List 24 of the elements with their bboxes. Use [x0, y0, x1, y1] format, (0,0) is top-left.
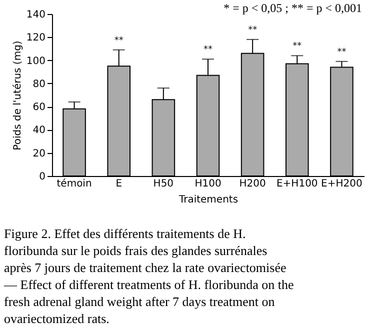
annotation: ** [337, 47, 347, 58]
x-tick-label: H200 [239, 178, 266, 190]
x-tick-label: témoin [56, 178, 92, 190]
y-axis-title: Poids de l'utérus (mg) [12, 40, 24, 150]
x-tick-label: E+H100 [276, 178, 318, 190]
annotation: ** [292, 42, 302, 52]
y-tick-label: 60 [32, 102, 46, 114]
y-tick-label: 120 [26, 32, 46, 44]
x-tick-label: H100 [194, 178, 222, 190]
x-tick-label: E [116, 178, 122, 190]
y-tick-label: 20 [32, 148, 46, 160]
y-tick-label: 140 [26, 10, 46, 20]
annotation: ** [248, 25, 258, 36]
annotation: * = p < 0,05 ; ** = p < 0,001 [224, 1, 362, 15]
caption: Figure 2. Effet des différents traitements de H. floribunda sur le poids frais des glandes surrénales après 7 jours de traitement chez la rate ovariectomisée — Effect of different treatments of H. floribunda on the fresh adrenal gland weight after 7 days treatment on ovariectomized rats. [3, 226, 294, 325]
x-tick-label: E+H200 [321, 178, 362, 190]
y-tick-label: 80 [32, 78, 46, 90]
x-axis-title: Traitements [178, 194, 238, 206]
y-tick-label: 0 [39, 172, 46, 182]
annotation: ** [114, 36, 124, 46]
x-tick-label: H50 [153, 178, 174, 190]
annotation: ** [204, 45, 213, 56]
y-tick-label: 40 [32, 125, 46, 136]
y-tick-label: 100 [26, 56, 46, 67]
